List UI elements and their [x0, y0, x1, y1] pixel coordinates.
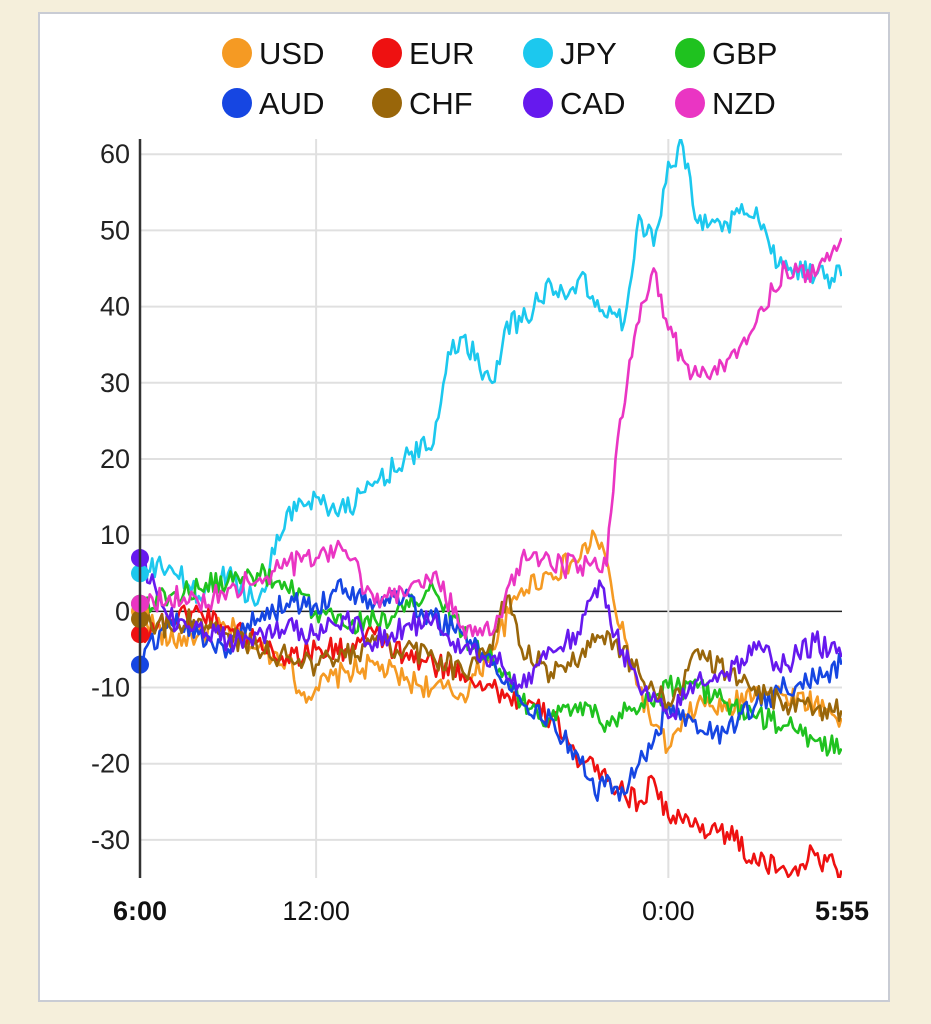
line-chart: 60 50 40 30 20 10 0 -10 -20 -30 6:00 12:00 0:00 5:55…: [91, 36, 869, 926]
legend-label: AUD: [259, 86, 324, 121]
y-tick-label: 50: [100, 215, 130, 245]
legend-label: CAD: [560, 86, 625, 121]
y-tick-label: 10: [100, 520, 130, 550]
series-lines: [140, 139, 842, 878]
y-tick-label: -10: [91, 673, 130, 703]
legend-swatch: [675, 88, 705, 118]
legend-swatch: [675, 38, 705, 68]
series-line-chf: [140, 594, 842, 723]
legend-swatch: [523, 88, 553, 118]
y-tick-label: 40: [100, 292, 130, 322]
x-axis: 6:00 12:00 0:00 5:55: [113, 896, 869, 926]
legend-item-chf: CHF: [372, 86, 473, 121]
series-line-nzd: [140, 237, 842, 640]
legend-item-jpy: JPY: [523, 36, 617, 71]
legend-item-usd: USD: [222, 36, 324, 71]
x-tick-label: 12:00: [282, 896, 350, 926]
legend-label: NZD: [712, 86, 776, 121]
series-line-cad: [140, 555, 842, 721]
legend-swatch: [372, 88, 402, 118]
legend-swatch: [372, 38, 402, 68]
legend-item-eur: EUR: [372, 36, 474, 71]
y-tick-label: -20: [91, 749, 130, 779]
y-tick-label: 20: [100, 444, 130, 474]
x-tick-label: 0:00: [642, 896, 695, 926]
y-tick-label: -30: [91, 825, 130, 855]
y-tick-label: 0: [115, 596, 130, 626]
legend-item-cad: CAD: [523, 86, 625, 121]
chart-panel: 60 50 40 30 20 10 0 -10 -20 -30 6:00 12:00 0:00 5:55…: [38, 12, 890, 1002]
legend-swatch: [222, 88, 252, 118]
legend: USD EUR JPY GBP AUD CHF CAD NZD: [222, 36, 777, 121]
legend-swatch: [222, 38, 252, 68]
series-line-gbp: [140, 563, 842, 757]
legend-label: USD: [259, 36, 324, 71]
legend-label: JPY: [560, 36, 617, 71]
x-tick-label: 6:00: [113, 896, 167, 926]
series-line-jpy: [140, 139, 842, 607]
legend-item-nzd: NZD: [675, 86, 776, 121]
legend-label: GBP: [712, 36, 777, 71]
y-tick-label: 60: [100, 139, 130, 169]
gridlines: [140, 139, 842, 878]
x-tick-label: 5:55: [815, 896, 869, 926]
legend-label: EUR: [409, 36, 474, 71]
y-axis: 60 50 40 30 20 10 0 -10 -20 -30: [91, 139, 142, 878]
legend-label: CHF: [409, 86, 473, 121]
y-tick-label: 30: [100, 368, 130, 398]
start-markers: [131, 549, 149, 674]
legend-item-aud: AUD: [222, 86, 324, 121]
legend-item-gbp: GBP: [675, 36, 777, 71]
legend-swatch: [523, 38, 553, 68]
